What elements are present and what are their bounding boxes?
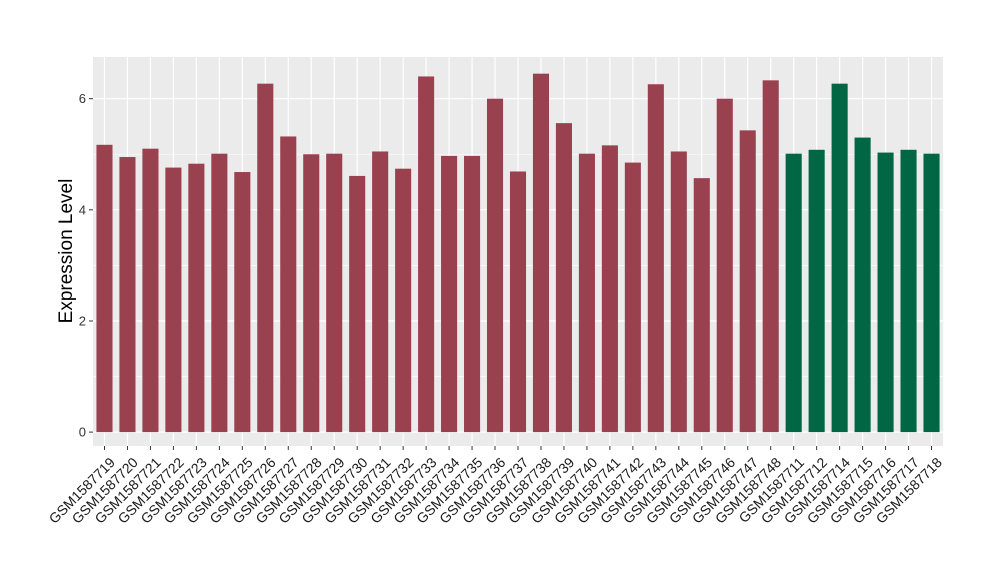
bar-GSM1587711: [785, 153, 802, 433]
bar-GSM1587723: [188, 163, 205, 433]
bar-GSM1587714: [831, 83, 848, 433]
bar-GSM1587730: [349, 175, 366, 433]
y-tick-label: 0: [79, 425, 86, 440]
bar-GSM1587748: [762, 80, 779, 433]
bar-GSM1587746: [716, 98, 733, 433]
bar-GSM1587731: [372, 151, 389, 433]
bar-GSM1587722: [165, 167, 182, 433]
bar-GSM1587733: [418, 76, 435, 433]
bar-GSM1587726: [257, 83, 274, 433]
bar-GSM1587729: [326, 153, 343, 433]
bar-GSM1587719: [96, 144, 113, 433]
y-tick-label: 4: [79, 202, 86, 217]
y-axis-title: Expression Level: [56, 179, 77, 324]
y-tick-label: 6: [79, 91, 86, 106]
bar-GSM1587732: [395, 168, 412, 433]
bar-GSM1587734: [441, 155, 458, 433]
bar-GSM1587747: [739, 130, 756, 433]
bars: [96, 73, 940, 433]
bar-GSM1587721: [142, 148, 159, 433]
bar-GSM1587738: [532, 73, 550, 433]
bar-GSM1587727: [280, 136, 297, 433]
bar-GSM1587737: [509, 171, 527, 433]
y-axis: 0 2 4 6: [79, 91, 93, 440]
bar-GSM1587735: [464, 155, 481, 433]
bar-GSM1587736: [486, 98, 504, 433]
bar-GSM1587717: [900, 149, 917, 433]
bar-GSM1587715: [854, 137, 871, 433]
bar-GSM1587720: [119, 157, 136, 433]
bar-GSM1587745: [693, 178, 710, 433]
bar-GSM1587725: [234, 172, 251, 433]
bar-GSM1587740: [578, 153, 595, 433]
bar-GSM1587739: [555, 123, 572, 433]
bar-GSM1587743: [647, 84, 664, 433]
bar-GSM1587741: [601, 145, 618, 433]
bar-GSM1587724: [211, 153, 228, 433]
bar-GSM1587716: [877, 152, 894, 433]
bar-GSM1587712: [808, 149, 825, 433]
bar-GSM1587718: [923, 153, 940, 433]
x-axis: GSM1587719GSM1587720GSM1587721GSM1587722…: [46, 446, 945, 527]
y-tick-label: 2: [79, 313, 86, 328]
bar-GSM1587742: [624, 162, 641, 433]
bar-GSM1587744: [670, 151, 687, 433]
bar-GSM1587728: [303, 154, 320, 433]
